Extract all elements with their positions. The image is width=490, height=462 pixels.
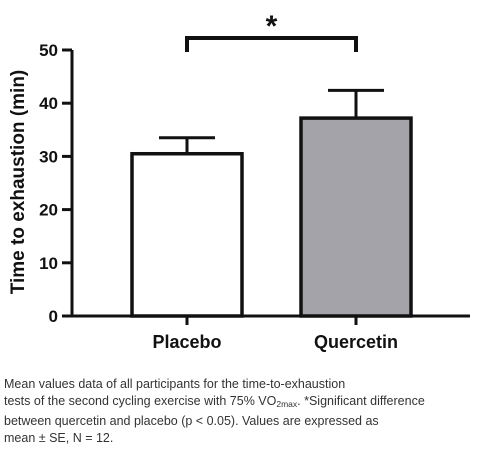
caption-line-4: mean ± SE, N = 12. bbox=[4, 431, 114, 445]
y-tick-label: 20 bbox=[39, 201, 58, 220]
caption-vo2max-subscript: 2max bbox=[276, 399, 298, 409]
figure-caption: Mean values data of all participants for… bbox=[4, 376, 486, 447]
caption-line-2-post: . *Significant difference bbox=[297, 394, 425, 408]
significance-star: * bbox=[266, 10, 278, 43]
x-tick-label: Placebo bbox=[152, 332, 221, 352]
y-axis-label: Time to exhaustion (min) bbox=[8, 70, 29, 295]
bars bbox=[130, 116, 413, 318]
caption-line-2-pre: tests of the second cycling exercise wit… bbox=[4, 394, 277, 408]
y-tick-label: 10 bbox=[39, 254, 58, 273]
y-tick-label: 40 bbox=[39, 94, 58, 113]
significance-annotation: * bbox=[185, 10, 358, 52]
error-bars bbox=[159, 88, 384, 154]
y-tick-label: 30 bbox=[39, 147, 58, 166]
significance-bracket bbox=[185, 36, 358, 52]
bar-placebo bbox=[130, 151, 244, 318]
y-tick-label: 0 bbox=[49, 307, 58, 326]
x-tick-label: Quercetin bbox=[314, 332, 398, 352]
caption-line-1: Mean values data of all participants for… bbox=[4, 377, 346, 391]
y-tick-label: 50 bbox=[39, 41, 58, 60]
caption-line-3: between quercetin and placebo (p < 0.05)… bbox=[4, 414, 379, 428]
bar-quercetin bbox=[299, 116, 413, 318]
bar-chart: 0 10 20 30 40 50 Placebo Quercetin * Time to ex… bbox=[8, 10, 470, 352]
